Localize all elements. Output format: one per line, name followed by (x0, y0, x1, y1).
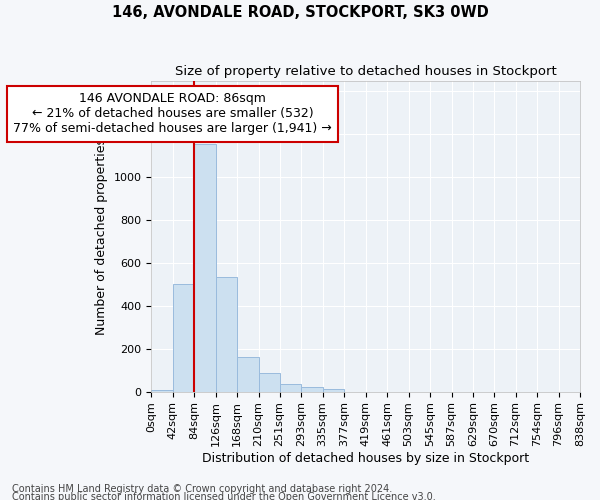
Bar (280, 384, 301, 392)
Text: Contains HM Land Registry data © Crown copyright and database right 2024.: Contains HM Land Registry data © Crown c… (12, 484, 392, 494)
Y-axis label: Number of detached properties: Number of detached properties (95, 138, 107, 334)
Bar (173, 284, 194, 392)
Bar (323, 388, 344, 392)
Title: Size of property relative to detached houses in Stockport: Size of property relative to detached ho… (175, 65, 556, 78)
X-axis label: Distribution of detached houses by size in Stockport: Distribution of detached houses by size … (202, 452, 529, 465)
Bar (301, 387, 323, 392)
Text: 146, AVONDALE ROAD, STOCKPORT, SK3 0WD: 146, AVONDALE ROAD, STOCKPORT, SK3 0WD (112, 5, 488, 20)
Bar (215, 277, 237, 392)
Bar (237, 358, 259, 392)
Text: 146 AVONDALE ROAD: 86sqm
← 21% of detached houses are smaller (532)
77% of semi-: 146 AVONDALE ROAD: 86sqm ← 21% of detach… (13, 92, 332, 136)
Bar (194, 144, 215, 392)
Bar (259, 374, 280, 392)
Text: Contains public sector information licensed under the Open Government Licence v3: Contains public sector information licen… (12, 492, 436, 500)
Bar (151, 390, 173, 392)
